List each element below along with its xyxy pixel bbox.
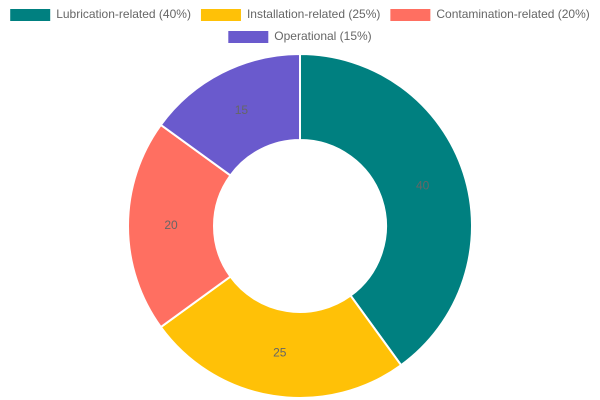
doughnut-segment	[159, 52, 301, 177]
data-label: 15	[235, 103, 249, 117]
data-label: 40	[416, 178, 430, 192]
legend-label: Contamination-related (20%)	[436, 7, 589, 21]
legend-label: Operational (15%)	[274, 29, 371, 43]
legend-swatch	[228, 31, 269, 43]
legend-item: Operational (15%)	[228, 29, 372, 43]
legend-item: Lubrication-related (40%)	[10, 7, 191, 21]
legend-item: Installation-related (25%)	[200, 7, 380, 21]
data-label: 20	[164, 218, 178, 232]
doughnut-segment	[299, 52, 473, 367]
doughnut-segment	[127, 123, 232, 329]
legend-swatch	[390, 9, 431, 21]
legend-label: Lubrication-related (40%)	[56, 7, 191, 21]
legend-label: Installation-related (25%)	[247, 7, 380, 21]
legend-swatch	[10, 9, 51, 21]
doughnut-segment	[159, 275, 403, 399]
legend-swatch	[200, 9, 241, 21]
legend-item: Contamination-related (20%)	[390, 7, 590, 21]
data-label: 25	[273, 346, 287, 360]
